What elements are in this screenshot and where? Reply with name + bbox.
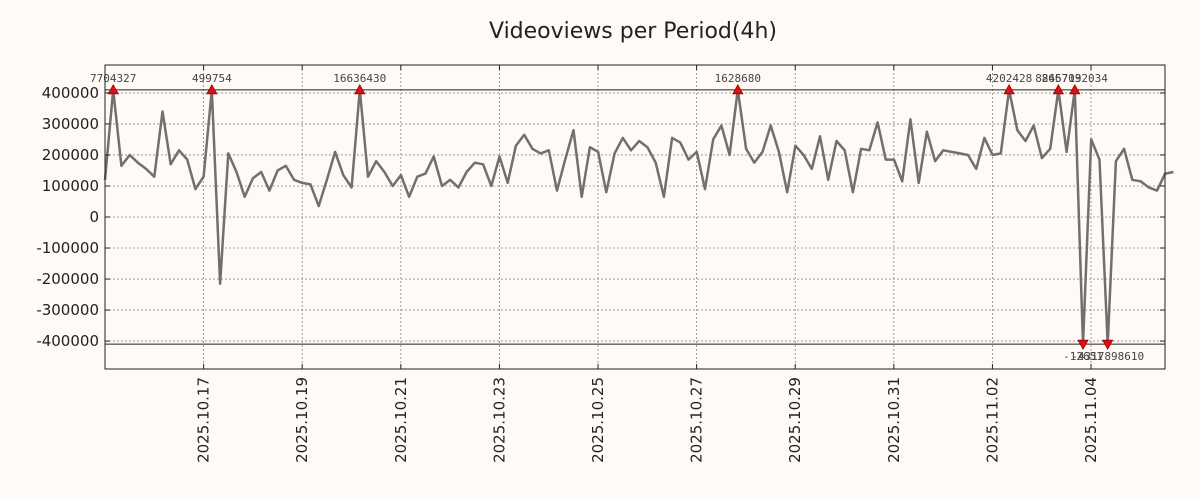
series-line: [103, 88, 1174, 346]
peak-marker: [1069, 83, 1081, 95]
x-tick-label: 2025.10.31: [885, 377, 903, 463]
x-tick-label: 2025.10.25: [589, 377, 607, 463]
y-tick-label: 400000: [42, 84, 99, 102]
y-tick-label: -100000: [36, 239, 99, 257]
annotation-markers: 7704327 499754 16636430 1628680 4202428 82457…: [90, 72, 1144, 363]
x-tick-label: 2025.10.29: [786, 377, 804, 463]
series-layer: [103, 88, 1174, 346]
peak-label: 8667032034: [1042, 72, 1109, 85]
x-tick-label: 2025.10.21: [392, 377, 410, 463]
x-tick-label: 2025.11.02: [983, 377, 1001, 463]
peak-marker: [354, 83, 366, 95]
trough-marker: [1077, 339, 1089, 351]
x-tick-label: 2025.10.27: [688, 377, 706, 463]
x-tick-label: 2025.10.17: [195, 377, 213, 463]
x-tick-label: 2025.10.23: [490, 377, 508, 463]
peak-marker: [1052, 83, 1065, 95]
peak-label: 7704327: [90, 72, 136, 85]
peak-marker: [1003, 83, 1015, 95]
y-tick-label: 0: [89, 208, 99, 226]
grid: [105, 65, 1165, 369]
y-tick-label: 300000: [42, 115, 99, 133]
peak-label: 16636430: [333, 72, 386, 85]
y-tick-label: -200000: [36, 270, 99, 288]
peak-marker: [107, 83, 119, 95]
trough-marker: [1102, 339, 1114, 351]
y-tick-label: -300000: [36, 301, 99, 319]
y-tick-label: -400000: [36, 332, 99, 350]
chart-title: Videoviews per Period(4h): [489, 19, 777, 44]
peak-marker: [206, 83, 218, 95]
peak-label: 8245719: [1035, 72, 1081, 85]
y-tick-label: 100000: [42, 177, 99, 195]
trough-label: -12651: [1063, 350, 1103, 363]
plot-frame: [104, 64, 1166, 370]
x-tick-label: 2025.11.04: [1082, 377, 1100, 463]
peak-label: 499754: [192, 72, 232, 85]
peak-label: 4202428: [986, 72, 1032, 85]
y-tick-label: 200000: [42, 146, 99, 164]
trough-label: -4317898610: [1071, 350, 1144, 363]
ticks: 400000 300000 200000 100000 0 -100000 -200000 -…: [36, 65, 1165, 463]
x-tick-label: 2025.10.19: [293, 377, 311, 463]
clip-limit-lines: [105, 89, 1165, 345]
peak-label: 1628680: [715, 72, 761, 85]
peak-marker: [732, 83, 744, 95]
